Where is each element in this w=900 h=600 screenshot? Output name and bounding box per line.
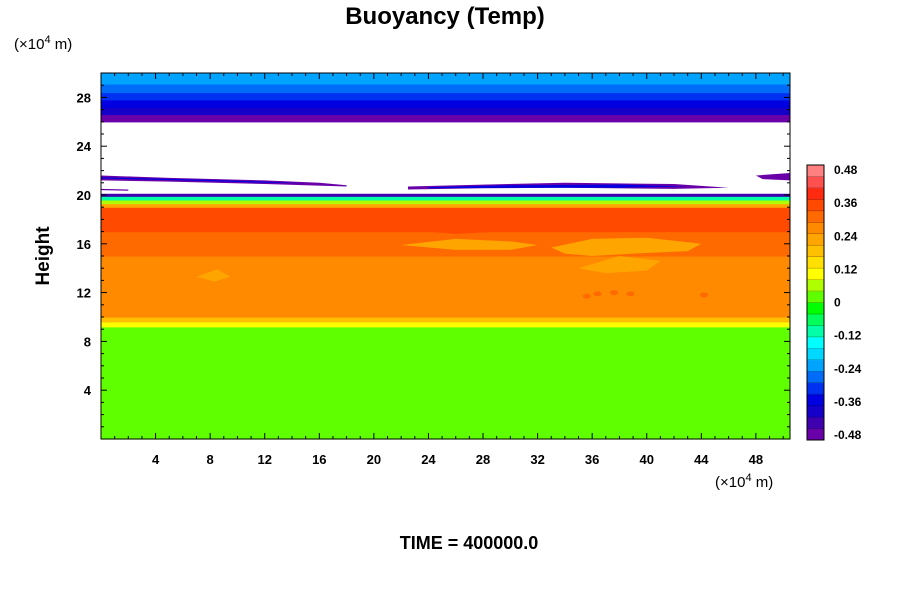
- colorbar-swatch-15: [807, 256, 824, 269]
- x-tick-label-28: 28: [476, 452, 490, 467]
- y-tick-label-8: 8: [84, 334, 91, 349]
- colorbar-swatch-19: [807, 210, 824, 223]
- light-patch-low: [578, 256, 661, 274]
- x-tick-label-8: 8: [207, 452, 214, 467]
- x-tick-label-36: 36: [585, 452, 599, 467]
- y-tick-label-12: 12: [77, 286, 91, 301]
- purple-strip-right: [755, 173, 790, 181]
- colorbar-swatch-4: [807, 382, 824, 395]
- colorbar-tick-label--0.24: -0.24: [834, 362, 862, 376]
- heatmap-layer-12: [101, 99, 790, 108]
- colorbar-tick-label-0.36: 0.36: [834, 196, 858, 210]
- colorbar-tick-label-0.24: 0.24: [834, 229, 858, 243]
- purple-fleck-left: [101, 188, 129, 191]
- colorbar-frame: [806, 164, 825, 441]
- x-tick-label-16: 16: [312, 452, 326, 467]
- y-tick-label-20: 20: [77, 188, 91, 203]
- heatmap-layer-2: [101, 317, 790, 323]
- colorbar-swatch-20: [807, 199, 824, 212]
- x-tick-label-40: 40: [640, 452, 654, 467]
- colorbar-tick-label--0.48: -0.48: [834, 428, 862, 442]
- red-speck-1: [609, 290, 618, 296]
- contour-features: [101, 116, 790, 299]
- red-wisp-mid: [305, 224, 511, 232]
- y-tick-label-28: 28: [77, 90, 91, 105]
- colorbar-swatch-21: [807, 187, 824, 200]
- colorbar-swatch-18: [807, 222, 824, 235]
- colorbar-swatch-10: [807, 313, 824, 326]
- red-speck-2: [626, 291, 635, 297]
- colorbar-tick-label-0.48: 0.48: [834, 163, 858, 177]
- x-axis-unit: (×104 m): [715, 472, 773, 491]
- colorbar-tick-label--0.12: -0.12: [834, 329, 862, 343]
- colorbar-swatch-8: [807, 336, 824, 349]
- colorbar-swatch-11: [807, 302, 824, 315]
- heatmap-layer-0: [101, 326, 790, 440]
- y-axis-ticks: 4 8 12 16 20 24 28: [77, 84, 790, 428]
- time-label: TIME = 400000.0: [400, 533, 539, 553]
- heatmap-layer-3: [101, 256, 790, 318]
- light-patch-right: [551, 237, 702, 256]
- light-patch-left: [196, 269, 231, 282]
- blue-strip-left: [101, 177, 306, 184]
- heatmap-layer-7: [101, 199, 790, 205]
- colorbar: [806, 164, 825, 441]
- heatmap-layer-11: [101, 107, 790, 116]
- colorbar-tick-label-0.12: 0.12: [834, 262, 858, 276]
- plot-area: [101, 73, 790, 440]
- colorbar-swatch-0: [807, 428, 824, 441]
- red-speck-0: [593, 291, 602, 297]
- x-tick-label-48: 48: [749, 452, 763, 467]
- heatmap-layer-14: [101, 83, 790, 94]
- heatmap-layer-9: [101, 193, 790, 197]
- colorbar-swatch-6: [807, 359, 824, 372]
- colorbar-swatch-7: [807, 348, 824, 361]
- colorbar-tick-label-0: 0: [834, 296, 841, 310]
- colorbar-swatch-9: [807, 325, 824, 338]
- colorbar-swatch-3: [807, 394, 824, 407]
- x-tick-label-4: 4: [152, 452, 160, 467]
- red-speck-3: [582, 293, 591, 299]
- colorbar-swatch-5: [807, 371, 824, 384]
- y-tick-label-4: 4: [84, 383, 92, 398]
- colorbar-swatch-16: [807, 245, 824, 258]
- colorbar-swatch-12: [807, 291, 824, 303]
- colorbar-swatch-23: [807, 165, 824, 177]
- x-axis-ticks: 4 8 12 16 20 24 28 32 36 40 44 48: [114, 73, 784, 467]
- y-tick-label-16: 16: [77, 237, 91, 252]
- x-tick-label-44: 44: [694, 452, 709, 467]
- colorbar-swatch-2: [807, 405, 824, 418]
- x-tick-label-20: 20: [367, 452, 381, 467]
- colorbar-swatch-13: [807, 279, 824, 292]
- colorbar-ticks: 0.48 0.36 0.24 0.12 0 -0.12 -0.24 -0.36 -0.48: [834, 163, 862, 442]
- light-patch-mid: [401, 238, 538, 250]
- y-axis-unit: (×104 m): [14, 34, 72, 53]
- colorbar-tick-label--0.36: -0.36: [834, 395, 862, 409]
- chart-title: Buoyancy (Temp): [345, 3, 545, 30]
- y-tick-label-24: 24: [77, 139, 92, 154]
- colorbar-swatch-1: [807, 417, 824, 429]
- upper-band-edge: [101, 116, 790, 122]
- heatmap-layer-13: [101, 92, 790, 101]
- colorbar-swatch-22: [807, 176, 824, 189]
- x-tick-label-24: 24: [421, 452, 436, 467]
- heatmap-layer-8: [101, 196, 790, 201]
- y-axis-label: Height: [33, 226, 54, 286]
- x-tick-label-32: 32: [530, 452, 544, 467]
- colorbar-swatch-14: [807, 268, 824, 280]
- heatmap-layer-1: [101, 321, 790, 328]
- heatmap-layer-15: [101, 73, 790, 85]
- heatmap-layer-6: [101, 203, 790, 208]
- colorbar-swatch-17: [807, 233, 824, 246]
- red-speck-4: [700, 292, 709, 298]
- blue-strip-mid: [428, 184, 688, 189]
- x-tick-label-12: 12: [257, 452, 271, 467]
